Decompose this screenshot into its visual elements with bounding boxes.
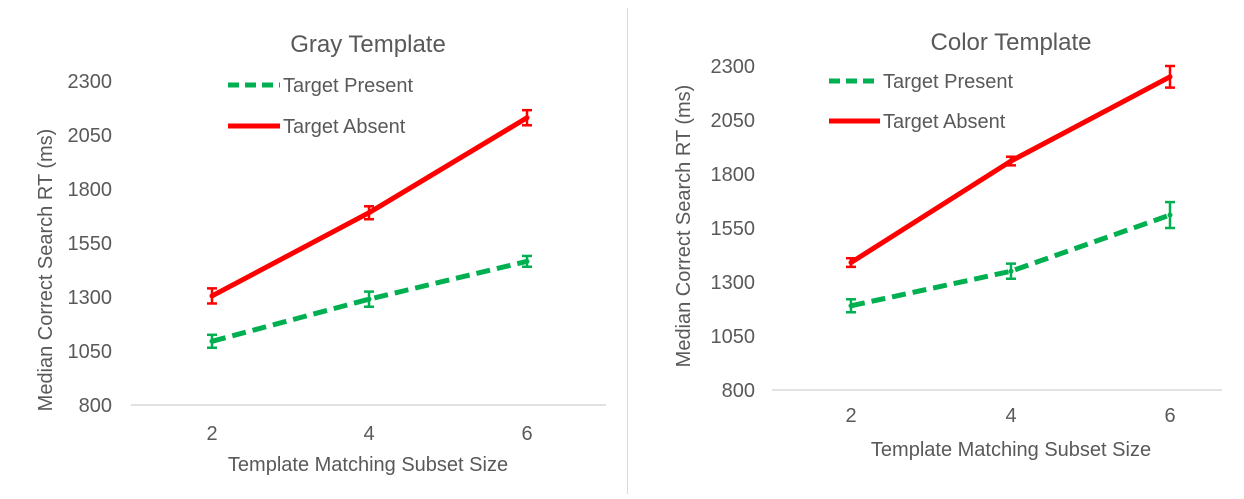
- chart-color-template: Color Template Template Matching Subset …: [622, 0, 1244, 494]
- data-point: [524, 115, 530, 121]
- x-tick-label: 4: [1005, 405, 1016, 427]
- chart-svg-gray: Gray Template Template Matching Subset S…: [35, 31, 606, 476]
- legend-label: Target Present: [883, 71, 1014, 93]
- y-tick-label: 2050: [711, 110, 756, 132]
- y-tick-label: 800: [79, 395, 112, 417]
- data-point: [366, 296, 372, 302]
- legend-label: Target Absent: [883, 111, 1006, 133]
- series-line-target-absent: [849, 74, 1172, 265]
- series-line-target-present: [211, 258, 528, 344]
- y-axis-label: Median Correct Search RT (ms): [35, 129, 57, 412]
- data-point: [524, 258, 530, 264]
- data-point: [848, 260, 854, 266]
- chart-gray-template: Gray Template Template Matching Subset S…: [0, 0, 622, 494]
- legend-label: Target Absent: [283, 116, 406, 138]
- legend-label: Target Present: [283, 75, 414, 97]
- data-point: [1008, 268, 1014, 274]
- legend: Target Present Target Absent: [829, 71, 1014, 133]
- chart-svg-color: Color Template Template Matching Subset …: [673, 29, 1222, 461]
- y-tick-label: 2300: [711, 56, 756, 78]
- x-tick-label: 4: [363, 423, 374, 445]
- y-tick-label: 2300: [68, 71, 113, 93]
- x-axis-label: Template Matching Subset Size: [228, 454, 508, 476]
- data-point: [1008, 158, 1014, 164]
- y-tick-label: 1050: [711, 326, 756, 348]
- legend: Target Present Target Absent: [228, 75, 414, 138]
- data-point: [848, 303, 854, 309]
- x-tick-label: 6: [521, 423, 532, 445]
- panel-divider: [627, 8, 628, 494]
- data-point: [209, 293, 215, 299]
- y-tick-label: 1050: [68, 341, 113, 363]
- y-tick-label: 1300: [68, 287, 113, 309]
- data-point: [1167, 212, 1173, 218]
- y-tick-label: 1300: [711, 272, 756, 294]
- data-point: [1167, 74, 1173, 80]
- y-tick-label: 2050: [68, 125, 113, 147]
- y-tick-label: 1550: [711, 218, 756, 240]
- x-axis-label: Template Matching Subset Size: [871, 439, 1151, 461]
- y-tick-label: 1800: [68, 179, 113, 201]
- x-tick-label: 2: [845, 405, 856, 427]
- y-tick-label: 1550: [68, 233, 113, 255]
- data-point: [209, 338, 215, 344]
- chart-title: Color Template: [931, 29, 1092, 56]
- x-tick-label: 6: [1164, 405, 1175, 427]
- x-tick-label: 2: [206, 423, 217, 445]
- y-axis-label: Median Correct Search RT (ms): [673, 85, 695, 368]
- y-tick-label: 800: [722, 380, 755, 402]
- data-point: [366, 210, 372, 216]
- chart-title: Gray Template: [290, 31, 446, 58]
- series-line-target-present: [850, 212, 1171, 309]
- y-tick-label: 1800: [711, 164, 756, 186]
